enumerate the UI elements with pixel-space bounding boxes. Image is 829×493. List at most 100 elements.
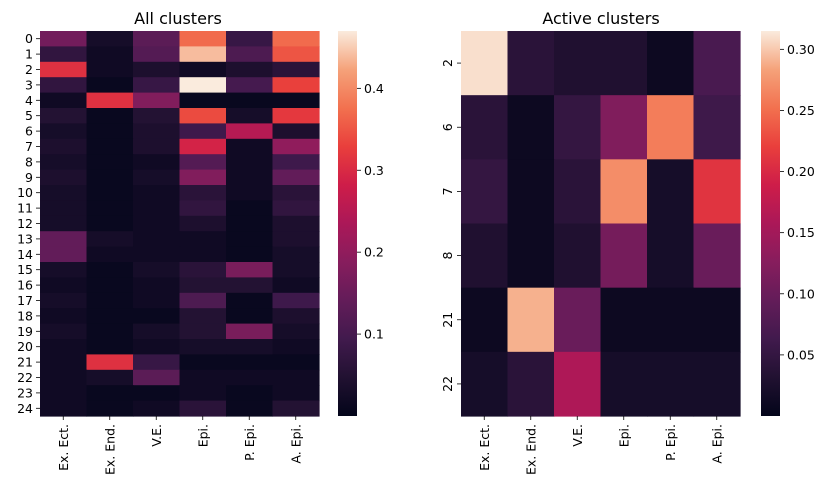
heatmap-cell (693, 95, 741, 160)
heatmap-cell (461, 351, 509, 417)
heatmap-cell (226, 123, 274, 140)
y-tick-label: 23 (17, 385, 33, 400)
heatmap-cell (272, 231, 320, 248)
x-tick-label: Ex. End. (523, 424, 538, 475)
heatmap-cell (647, 95, 695, 160)
heatmap-cell (179, 308, 227, 325)
y-tick-label: 2 (440, 59, 455, 67)
x-tick-label: Ex. Ect. (477, 424, 492, 471)
heatmap-cell (86, 169, 134, 186)
heatmap-cell (693, 223, 741, 289)
heatmap-cell (179, 400, 227, 417)
heatmap-cell (179, 77, 227, 94)
y-tick-label: 8 (25, 154, 33, 169)
heatmap-cell (179, 215, 227, 232)
heatmap-cell (86, 200, 134, 217)
heatmap-cell (647, 31, 695, 96)
colorbar (761, 31, 780, 416)
heatmap-cell (272, 154, 320, 171)
heatmap-cell (226, 169, 274, 186)
colorbar-tick-label: 0.05 (787, 347, 815, 362)
heatmap-cell (133, 92, 181, 109)
heatmap-cell (226, 246, 274, 263)
heatmap-cell (133, 354, 181, 371)
y-tick-label: 18 (17, 308, 33, 323)
heatmap-cell (179, 46, 227, 63)
heatmap-cell (133, 138, 181, 155)
heatmap-cell (40, 400, 88, 417)
heatmap-cell (133, 339, 181, 355)
heatmap-cell (133, 385, 181, 402)
heatmap-cell (133, 369, 181, 386)
heatmap-cell (133, 215, 181, 232)
colorbar-tick-label: 0.3 (364, 163, 384, 178)
heatmap-cell (40, 92, 88, 109)
heatmap-cell (226, 323, 274, 340)
heatmap-cell (179, 169, 227, 186)
heatmap-cell (86, 31, 134, 47)
heatmap-cell (179, 339, 227, 355)
heatmap-cell (507, 287, 555, 353)
y-tick-label: 12 (17, 216, 33, 231)
heatmap-cell (600, 95, 648, 160)
y-tick-label: 14 (17, 247, 33, 262)
heatmap-cell (693, 287, 741, 353)
heatmap-cell (507, 159, 555, 225)
heatmap-cell (86, 277, 134, 294)
heatmap-cell (226, 77, 274, 94)
heatmap-cell (226, 92, 274, 109)
heatmap-cell (179, 292, 227, 309)
heatmap-cell (133, 277, 181, 294)
heatmap-cell (40, 31, 88, 47)
heatmap-cell (226, 354, 274, 371)
colorbar-tick-label: 0.15 (787, 225, 815, 240)
x-tick-label: V.E. (149, 424, 164, 447)
heatmap-cell (272, 385, 320, 402)
heatmap-cell (226, 400, 274, 417)
y-tick-label: 15 (17, 262, 33, 277)
heatmap-cell (554, 287, 602, 353)
y-tick-label: 13 (17, 231, 33, 246)
heatmap-cell (272, 123, 320, 140)
heatmap-cell (272, 292, 320, 309)
y-tick-label: 19 (17, 324, 33, 339)
heatmap-cell (40, 138, 88, 155)
heatmap-cell (40, 123, 88, 140)
heatmap-cell (86, 123, 134, 140)
heatmap-cell (272, 169, 320, 186)
heatmap-cell (40, 108, 88, 124)
heatmap-active-clusters: Active clusters 2 6 7 8 21 22 Ex. Ect. Ex. End… (440, 9, 815, 475)
heatmap-cell (86, 292, 134, 309)
heatmap-cell (133, 400, 181, 417)
heatmap-cell (507, 223, 555, 289)
heatmap-cell (272, 308, 320, 325)
heatmap-cell (179, 369, 227, 386)
heatmap-cell (40, 308, 88, 325)
y-tick-label: 0 (25, 31, 33, 46)
heatmap-cell (86, 339, 134, 355)
heatmap-cell (179, 354, 227, 371)
heatmap-cell (507, 31, 555, 96)
y-tick-label: 9 (25, 170, 33, 185)
heatmap-cell (272, 200, 320, 217)
y-tick-label: 22 (17, 370, 33, 385)
heatmap-cell (507, 351, 555, 417)
heatmap-cell (133, 200, 181, 217)
heatmap-cell (272, 400, 320, 417)
heatmap-cell (226, 231, 274, 248)
x-tick-label: P. Epi. (663, 424, 678, 461)
heatmap-cell (86, 154, 134, 171)
heatmap-cell (461, 287, 509, 353)
heatmap-cell (226, 200, 274, 217)
heatmap-cell (86, 354, 134, 371)
heatmap-cell (226, 385, 274, 402)
heatmap-cell (461, 95, 509, 160)
heatmap-cell (226, 339, 274, 355)
heatmap-cell (133, 31, 181, 47)
heatmap-cell (86, 369, 134, 386)
heatmap-cell (272, 61, 320, 78)
heatmap-cell (133, 323, 181, 340)
heatmap-cell (226, 215, 274, 232)
heatmap-cell (226, 292, 274, 309)
